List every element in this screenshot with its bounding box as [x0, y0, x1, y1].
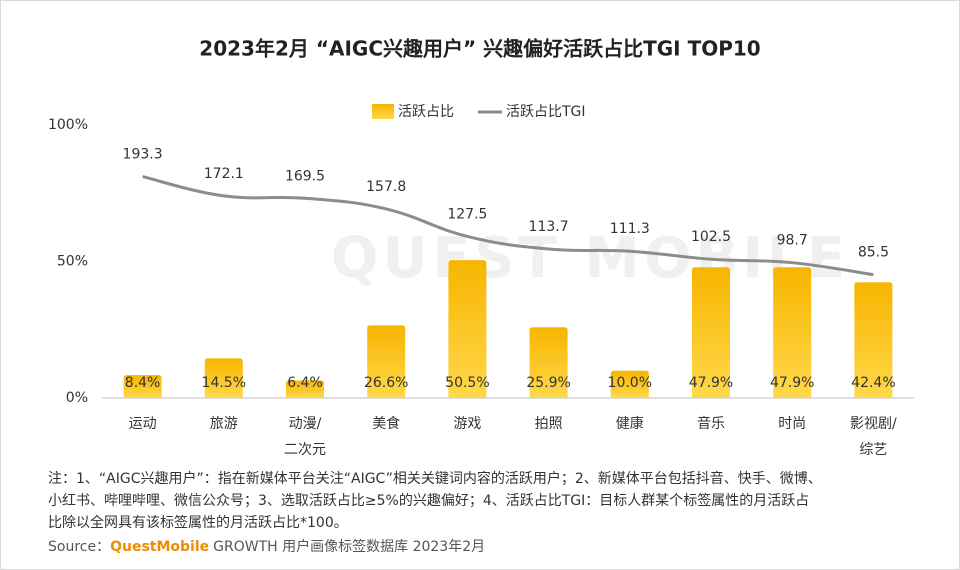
source-text: GROWTH 用户画像标签数据库 2023年2月 — [213, 538, 485, 555]
bar — [854, 282, 893, 398]
x-tick-label: 拍照 — [535, 416, 563, 432]
note-line: 比除以全网具有该标签属性的月活跃占比*100。 — [48, 514, 348, 531]
x-tick-label: 影视剧/综艺 — [850, 416, 897, 458]
data-label: 127.5 — [447, 206, 487, 222]
data-label: 10.0% — [608, 375, 652, 391]
y-tick-label: 100% — [48, 117, 88, 133]
data-label: 42.4% — [851, 375, 895, 391]
data-label: 98.7 — [777, 233, 808, 249]
data-label: 6.4% — [287, 375, 323, 391]
bar — [367, 325, 406, 398]
data-label: 157.8 — [366, 179, 406, 195]
data-label: 47.9% — [770, 375, 814, 391]
data-label: 47.9% — [689, 375, 733, 391]
x-tick-label: 运动 — [129, 416, 157, 432]
source-brand: QuestMobile — [110, 539, 209, 555]
source: Source：QuestMobile GROWTH 用户画像标签数据库 2023年… — [48, 538, 485, 555]
data-label: 14.5% — [202, 375, 246, 391]
legend-label: 活跃占比 — [398, 104, 454, 120]
data-label: 85.5 — [858, 245, 889, 261]
bar — [204, 358, 243, 398]
data-label: 102.5 — [691, 229, 731, 245]
plot: 0% 50% 100% 活跃占比 活跃占比TGI 运动 旅游 动漫/二次元 美食 游戏 拍照 健康 音乐… — [48, 104, 914, 458]
note-line: 注：1、“AIGC兴趣用户”：指在新媒体平台关注“AIGC”相关关键词内容的活跃… — [48, 470, 822, 487]
chart-title: 2023年2月 “AIGC兴趣用户” 兴趣偏好活跃占比TGI TOP10 — [199, 37, 760, 61]
x-tick-label: 音乐 — [697, 415, 725, 432]
note-line: 小红书、哔哩哔哩、微信公众号；3、选取活跃占比≥5%的兴趣偏好；4、活跃占比TG… — [48, 492, 809, 509]
data-label: 26.6% — [364, 375, 408, 391]
data-label: 193.3 — [123, 147, 163, 163]
x-tick-label: 旅游 — [210, 416, 238, 432]
data-label: 25.9% — [526, 375, 570, 391]
legend: 活跃占比 活跃占比TGI — [372, 104, 586, 120]
x-tick-label: 美食 — [372, 415, 400, 432]
data-label: 50.5% — [445, 375, 489, 391]
data-label: 169.5 — [285, 168, 325, 184]
y-tick-label: 50% — [57, 254, 88, 270]
data-label: 8.4% — [125, 375, 161, 391]
source-label: Source： — [48, 539, 110, 555]
notes: 注：1、“AIGC兴趣用户”：指在新媒体平台关注“AIGC”相关关键词内容的活跃… — [48, 470, 822, 531]
data-label: 113.7 — [529, 219, 569, 235]
y-tick-label: 0% — [66, 390, 88, 406]
x-tick-label: 健康 — [616, 415, 644, 432]
bar — [529, 327, 568, 398]
legend-label: 活跃占比TGI — [506, 104, 586, 120]
bar — [610, 370, 649, 398]
bar — [286, 380, 324, 398]
x-tick-label: 游戏 — [453, 416, 481, 432]
data-label: 172.1 — [204, 166, 244, 182]
legend-swatch — [372, 104, 394, 119]
x-tick-label: 时尚 — [778, 416, 806, 432]
bar — [692, 267, 730, 398]
data-label: 111.3 — [610, 221, 650, 237]
bar — [123, 375, 162, 398]
bar — [448, 260, 487, 398]
bar — [773, 267, 812, 398]
watermark: QUEST MOBILE — [331, 226, 849, 291]
x-tick-label: 动漫/二次元 — [284, 416, 326, 458]
line — [142, 175, 874, 277]
